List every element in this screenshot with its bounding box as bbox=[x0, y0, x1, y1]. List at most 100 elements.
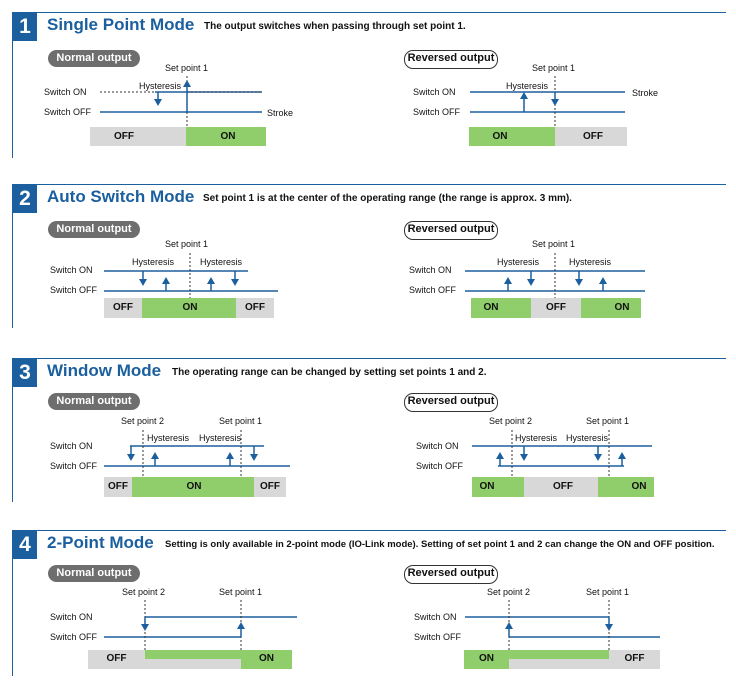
switch-on-label: Switch ON bbox=[50, 441, 93, 451]
off-segment-label: OFF bbox=[245, 302, 265, 313]
two-point-reversed-diagram bbox=[464, 600, 660, 669]
off-segment-label: OFF bbox=[260, 481, 280, 492]
normal-output-badge: Normal output bbox=[48, 221, 140, 238]
reversed-output-badge: Reversed output bbox=[404, 50, 498, 69]
on-segment-label: ON bbox=[492, 131, 508, 142]
switch-off-label: Switch OFF bbox=[414, 632, 462, 642]
reversed-output-badge: Reversed output bbox=[404, 393, 498, 412]
off-segment-label: OFF bbox=[113, 302, 133, 313]
switch-off-label: Switch OFF bbox=[44, 107, 92, 117]
section-number: 2 bbox=[13, 185, 37, 213]
off-segment-label: OFF bbox=[553, 481, 573, 492]
reversed-output-badge: Reversed output bbox=[404, 565, 498, 584]
switch-on-label: Switch ON bbox=[414, 612, 457, 622]
switch-off-label: Switch OFF bbox=[50, 461, 98, 471]
section-title: Single Point Mode bbox=[47, 15, 195, 34]
section-divider bbox=[12, 358, 726, 359]
on-segment-label: ON bbox=[182, 302, 198, 313]
on-segment-label: ON bbox=[631, 481, 647, 492]
section-left-rule bbox=[12, 184, 13, 328]
two-point-normal-diagram bbox=[88, 600, 297, 669]
hysteresis-label: Hysteresis bbox=[200, 257, 243, 267]
section-2-point-mode: 4 2-Point Mode Setting is only available… bbox=[12, 530, 726, 678]
off-segment-label: OFF bbox=[546, 302, 566, 313]
section-left-rule bbox=[12, 530, 13, 676]
section-window-mode: 3 Window Mode The operating range can be… bbox=[12, 358, 726, 504]
switch-off-label: Switch OFF bbox=[413, 107, 461, 117]
switch-off-label: Switch OFF bbox=[50, 285, 98, 295]
auto-switch-reversed-diagram bbox=[465, 253, 645, 318]
section-number: 4 bbox=[13, 531, 37, 559]
on-segment-label: ON bbox=[614, 302, 630, 313]
section-title: Auto Switch Mode bbox=[47, 187, 195, 206]
section-title: Window Mode bbox=[47, 361, 162, 380]
on-segment-label: ON bbox=[479, 481, 495, 492]
hysteresis-label: Hysteresis bbox=[506, 81, 549, 91]
set-point-1-label: Set point 1 bbox=[219, 587, 263, 597]
hysteresis-label: Hysteresis bbox=[147, 433, 190, 443]
hysteresis-label: Hysteresis bbox=[132, 257, 175, 267]
off-segment-label: OFF bbox=[106, 653, 127, 664]
set-point-1-label: Set point 1 bbox=[586, 587, 630, 597]
off-segment-label: OFF bbox=[583, 131, 603, 142]
single-point-normal-diagram bbox=[90, 76, 266, 146]
switch-on-label: Switch ON bbox=[409, 265, 452, 275]
set-point-1-label: Set point 1 bbox=[586, 416, 630, 426]
switch-on-label: Switch ON bbox=[44, 87, 87, 97]
section-description: Setting is only available in 2-point mod… bbox=[165, 539, 715, 550]
on-segment-label: ON bbox=[220, 131, 236, 142]
switch-on-label: Switch ON bbox=[50, 612, 93, 622]
set-point-1-label: Set point 1 bbox=[165, 63, 209, 73]
hysteresis-label: Hysteresis bbox=[139, 81, 182, 91]
reversed-output-badge: Reversed output bbox=[404, 221, 498, 240]
normal-output-badge: Normal output bbox=[48, 565, 140, 582]
normal-output-badge: Normal output bbox=[48, 50, 140, 67]
off-segment-label: OFF bbox=[114, 131, 134, 142]
section-left-rule bbox=[12, 358, 13, 502]
on-segment-label: ON bbox=[483, 302, 499, 313]
window-normal-diagram bbox=[104, 430, 290, 497]
hysteresis-label: Hysteresis bbox=[199, 433, 242, 443]
switch-off-label: Switch OFF bbox=[50, 632, 98, 642]
on-segment-label: ON bbox=[479, 653, 494, 664]
section-number: 3 bbox=[13, 359, 37, 387]
section-divider bbox=[12, 184, 726, 185]
set-point-1-label: Set point 1 bbox=[165, 239, 209, 249]
section-description: The output switches when passing through… bbox=[204, 21, 466, 32]
section-divider bbox=[12, 530, 726, 531]
switch-on-label: Switch ON bbox=[413, 87, 456, 97]
single-point-reversed-diagram bbox=[469, 76, 627, 146]
window-reversed-diagram bbox=[472, 430, 654, 497]
section-left-rule bbox=[12, 12, 13, 158]
section-number: 1 bbox=[13, 13, 37, 41]
set-point-1-label: Set point 1 bbox=[532, 239, 576, 249]
hysteresis-label: Hysteresis bbox=[515, 433, 558, 443]
normal-output-badge: Normal output bbox=[48, 393, 140, 410]
hysteresis-label: Hysteresis bbox=[566, 433, 609, 443]
section-auto-switch-mode: 2 Auto Switch Mode Set point 1 is at the… bbox=[12, 184, 726, 330]
off-segment-label: OFF bbox=[108, 481, 128, 492]
stroke-label: Stroke bbox=[267, 108, 294, 118]
stroke-label: Stroke bbox=[632, 88, 659, 98]
set-point-2-label: Set point 2 bbox=[487, 587, 531, 597]
section-title: 2-Point Mode bbox=[47, 533, 154, 552]
section-divider bbox=[12, 12, 726, 13]
switch-on-label: Switch ON bbox=[50, 265, 93, 275]
section-description: The operating range can be changed by se… bbox=[172, 367, 487, 378]
set-point-2-label: Set point 2 bbox=[122, 587, 166, 597]
hysteresis-label: Hysteresis bbox=[497, 257, 540, 267]
on-segment-label: ON bbox=[259, 653, 274, 664]
off-segment-label: OFF bbox=[624, 653, 645, 664]
switch-on-label: Switch ON bbox=[416, 441, 459, 451]
set-point-2-label: Set point 2 bbox=[121, 416, 165, 426]
section-description: Set point 1 is at the center of the oper… bbox=[203, 193, 572, 204]
set-point-1-label: Set point 1 bbox=[532, 63, 576, 73]
switch-off-label: Switch OFF bbox=[416, 461, 464, 471]
section-single-point-mode: 1 Single Point Mode The output switches … bbox=[12, 12, 726, 160]
on-segment-label: ON bbox=[186, 481, 202, 492]
switch-off-label: Switch OFF bbox=[409, 285, 457, 295]
set-point-2-label: Set point 2 bbox=[489, 416, 533, 426]
set-point-1-label: Set point 1 bbox=[219, 416, 263, 426]
hysteresis-label: Hysteresis bbox=[569, 257, 612, 267]
